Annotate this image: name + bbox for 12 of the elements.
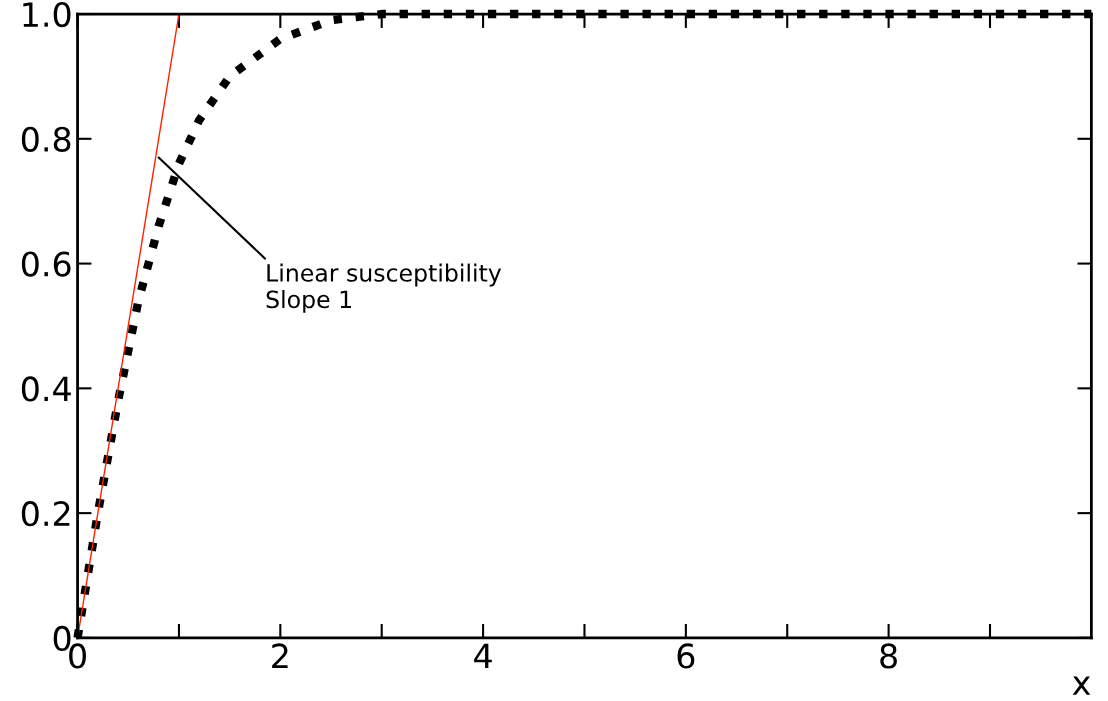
x-tick-label: 6: [677, 643, 695, 669]
y-tick-label: 0.2: [21, 501, 70, 527]
x-tick-label: 8: [880, 643, 897, 669]
y-tick-label: 1.0: [23, 1, 71, 28]
x-tick-label: 2: [272, 643, 288, 669]
y-tick-label: 0.6: [21, 251, 71, 277]
x-axis-title: x: [1072, 676, 1091, 695]
y-tick-label: 0.8: [21, 126, 71, 152]
x-tick-label: 4: [474, 643, 492, 669]
y-tick-label: 0.4: [21, 376, 71, 402]
annotation: Linear susceptibility Slope 1: [266, 263, 502, 313]
y-tick-label: 0: [53, 625, 71, 652]
